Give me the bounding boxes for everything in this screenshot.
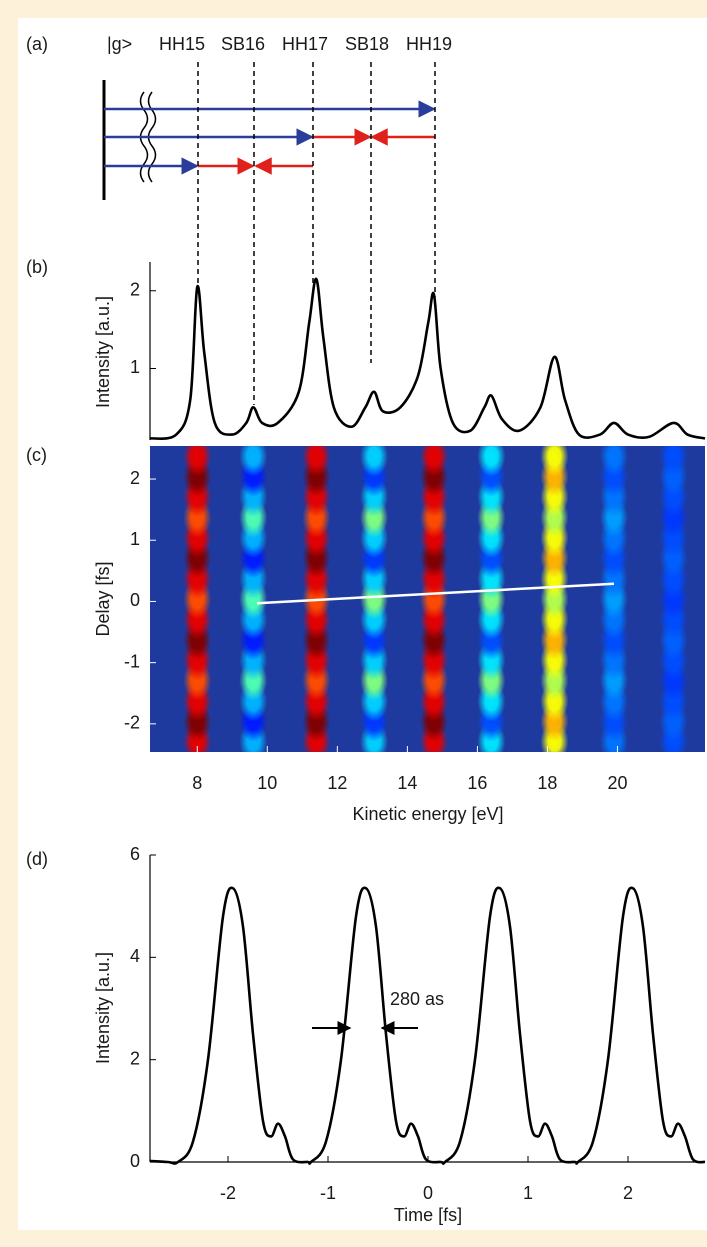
y-tick-label: 1: [130, 529, 140, 549]
x-tick-label: 1: [523, 1183, 533, 1203]
x-axis-label: Kinetic energy [eV]: [352, 804, 503, 824]
harmonic-label: HH17: [282, 34, 328, 54]
x-tick-label: 10: [257, 773, 277, 793]
x-tick-label: 2: [623, 1183, 633, 1203]
y-tick-label: 0: [130, 590, 140, 610]
heatmap-cell: [183, 446, 212, 477]
x-tick-label: 16: [467, 773, 487, 793]
y-tick-label: -2: [124, 713, 140, 733]
y-tick-label: 2: [130, 1048, 140, 1068]
pulse-width-label: 280 as: [390, 989, 444, 1009]
panel-label: (c): [26, 445, 47, 465]
ground-state-label: |g>: [107, 34, 132, 54]
fit-line: [257, 582, 615, 605]
y-tick-label: 1: [130, 357, 140, 377]
pulse-panel: Intensity [a.u.] Time [fs] 280 as 0 2 4 6 -2…: [93, 844, 706, 1225]
x-tick-label: 20: [607, 773, 627, 793]
y-tick-label: 0: [130, 1151, 140, 1171]
x-tick-label: 14: [397, 773, 417, 793]
x-tick-label: 0: [423, 1183, 433, 1203]
panel-label: (b): [26, 257, 48, 277]
x-tick-label: -1: [320, 1183, 336, 1203]
harmonic-label: HH19: [406, 34, 452, 54]
y-axis-label: Delay [fs]: [93, 561, 113, 636]
energy-diagram: |g> HH15 SB16 HH17 SB18 HH19: [102, 34, 452, 405]
x-tick-label: 8: [192, 773, 202, 793]
heatmap-cell: [239, 446, 268, 477]
panel-label: (d): [26, 849, 48, 869]
y-axis-label: Intensity [a.u.]: [93, 952, 113, 1064]
harmonic-label: HH15: [159, 34, 205, 54]
panel-label: (a): [26, 34, 48, 54]
line-series: [149, 886, 706, 1165]
harmonic-label: SB18: [345, 34, 389, 54]
y-tick-label: 2: [130, 280, 140, 300]
heatmap-cell: [360, 446, 389, 477]
x-axis-label: Time [fs]: [394, 1205, 462, 1225]
y-tick-label: -1: [124, 651, 140, 671]
heatmap-cell: [477, 446, 506, 477]
heatmap-cell: [540, 446, 569, 477]
heatmap-cell: [419, 446, 448, 477]
heatmap: [183, 446, 688, 752]
y-tick-label: 4: [130, 946, 140, 966]
x-tick-label: -2: [220, 1183, 236, 1203]
y-tick-label: 2: [130, 468, 140, 488]
heatmap-cell: [302, 446, 331, 477]
spectrum-panel: Intensity [a.u.] 1 2: [93, 262, 706, 440]
guide-lines: [197, 62, 436, 405]
x-tick-label: 12: [327, 773, 347, 793]
heatmap-cell: [599, 446, 628, 477]
heatmap-cell: [659, 446, 688, 477]
y-axis-label: Intensity [a.u.]: [93, 296, 113, 408]
harmonic-label: SB16: [221, 34, 265, 54]
y-tick-label: 6: [130, 844, 140, 864]
x-tick-label: 18: [537, 773, 557, 793]
line-series: [149, 277, 706, 440]
